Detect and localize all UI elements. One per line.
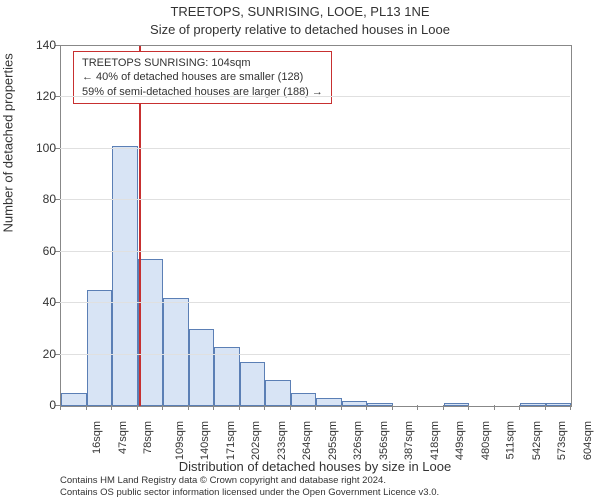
copyright-line-1: Contains HM Land Registry data © Crown c… <box>60 475 439 486</box>
x-tick-label: 109sqm <box>174 421 186 460</box>
x-tick-label: 78sqm <box>142 421 154 454</box>
x-tick <box>86 405 87 410</box>
y-tick-label: 120 <box>36 89 56 103</box>
histogram-bar <box>291 393 317 406</box>
histogram-bar <box>112 146 138 406</box>
x-tick-label: 264sqm <box>301 421 313 460</box>
histogram-bar <box>163 298 189 406</box>
x-tick <box>417 405 418 410</box>
histogram-bar <box>342 401 368 406</box>
x-axis-label: Distribution of detached houses by size … <box>60 459 570 474</box>
x-tick-label: 449sqm <box>454 421 466 460</box>
histogram-bar <box>240 362 266 406</box>
x-tick <box>366 405 367 410</box>
x-tick <box>137 405 138 410</box>
histogram-bar <box>61 393 87 406</box>
y-tick-label: 40 <box>43 295 56 309</box>
x-tick <box>341 405 342 410</box>
x-tick <box>443 405 444 410</box>
gridline <box>60 96 570 97</box>
histogram-bar <box>265 380 291 406</box>
x-tick-label: 356sqm <box>378 421 390 460</box>
histogram-bar <box>138 259 164 406</box>
x-tick <box>290 405 291 410</box>
x-tick <box>468 405 469 410</box>
x-tick-label: 16sqm <box>91 421 103 454</box>
histogram-bar <box>214 347 240 406</box>
histogram-bar <box>316 398 342 406</box>
x-tick <box>545 405 546 410</box>
y-tick-label: 60 <box>43 244 56 258</box>
gridline <box>60 199 570 200</box>
chart-subtitle: Size of property relative to detached ho… <box>0 22 600 37</box>
x-tick <box>60 405 61 410</box>
histogram-bar <box>520 403 546 406</box>
histogram-bar <box>546 403 572 406</box>
x-tick-label: 202sqm <box>250 421 262 460</box>
x-tick <box>494 405 495 410</box>
chart-container: TREETOPS, SUNRISING, LOOE, PL13 1NE Size… <box>0 0 600 500</box>
histogram-bar <box>189 329 215 406</box>
x-tick <box>519 405 520 410</box>
x-tick <box>239 405 240 410</box>
histogram-bar <box>367 403 393 406</box>
x-tick-label: 604sqm <box>582 421 594 460</box>
x-tick <box>392 405 393 410</box>
y-tick-label: 0 <box>49 398 56 412</box>
x-tick-label: 480sqm <box>480 421 492 460</box>
info-line-2: ← 40% of detached houses are smaller (12… <box>82 70 323 84</box>
gridline <box>60 148 570 149</box>
chart-title: TREETOPS, SUNRISING, LOOE, PL13 1NE <box>0 4 600 19</box>
histogram-bar <box>444 403 470 406</box>
x-tick <box>111 405 112 410</box>
y-tick-label: 140 <box>36 38 56 52</box>
x-tick <box>264 405 265 410</box>
x-tick-label: 573sqm <box>556 421 568 460</box>
gridline <box>60 251 570 252</box>
y-axis-label: Number of detached properties <box>1 53 16 232</box>
x-tick-label: 326sqm <box>352 421 364 460</box>
x-tick-label: 418sqm <box>429 421 441 460</box>
x-tick-label: 387sqm <box>403 421 415 460</box>
copyright-text: Contains HM Land Registry data © Crown c… <box>60 475 439 498</box>
x-tick-label: 295sqm <box>327 421 339 460</box>
y-tick-label: 100 <box>36 141 56 155</box>
x-tick-label: 140sqm <box>199 421 211 460</box>
info-line-1: TREETOPS SUNRISING: 104sqm <box>82 56 323 70</box>
y-tick-label: 20 <box>43 347 56 361</box>
x-tick <box>213 405 214 410</box>
histogram-bar <box>87 290 113 406</box>
x-tick <box>570 405 571 410</box>
x-tick-label: 47sqm <box>117 421 129 454</box>
gridline <box>60 302 570 303</box>
copyright-line-2: Contains OS public sector information li… <box>60 487 439 498</box>
x-tick-label: 542sqm <box>531 421 543 460</box>
x-tick-label: 233sqm <box>276 421 288 460</box>
x-tick <box>188 405 189 410</box>
x-tick-label: 171sqm <box>225 421 237 460</box>
gridline <box>60 354 570 355</box>
y-tick-label: 80 <box>43 192 56 206</box>
x-tick-label: 511sqm <box>504 421 516 459</box>
x-tick <box>162 405 163 410</box>
x-tick <box>315 405 316 410</box>
